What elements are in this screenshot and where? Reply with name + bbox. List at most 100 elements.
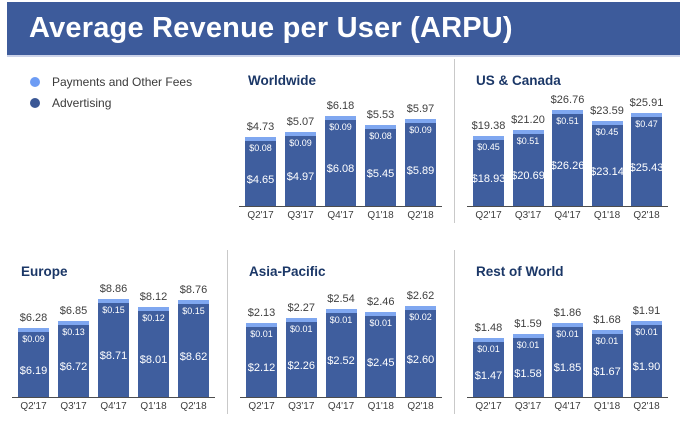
advertising-segment: $0.01 $2.12 bbox=[246, 327, 277, 397]
x-axis-tick-label: Q2'18 bbox=[407, 210, 434, 221]
bar-group: $2.13 $0.01 $2.12 bbox=[246, 307, 277, 397]
advertising-value-label: $1.47 bbox=[474, 369, 503, 382]
advertising-segment: $0.51 $26.26 bbox=[552, 114, 583, 206]
x-axis-tick-label: Q3'17 bbox=[288, 401, 315, 412]
stacked-bar: $0.09 $5.89 bbox=[405, 119, 436, 206]
bar-group: $1.86 $0.01 $1.85 bbox=[552, 307, 583, 397]
bar-group: $2.46 $0.01 $2.45 bbox=[365, 296, 397, 397]
payments-value-label: $0.09 bbox=[329, 122, 352, 132]
advertising-value-label: $8.01 bbox=[139, 354, 168, 366]
advertising-value-label: $2.12 bbox=[247, 362, 276, 374]
chart-plot-area: $6.28 $0.09 $6.19 $6.85 $0.13 $6.72 $8.86 $0.15… bbox=[12, 282, 215, 398]
payments-value-label: $0.45 bbox=[595, 127, 619, 137]
stacked-bar: $0.01 $1.85 bbox=[552, 323, 583, 397]
payments-segment bbox=[246, 323, 277, 327]
advertising-value-label: $2.60 bbox=[406, 353, 435, 366]
payments-segment bbox=[245, 137, 276, 141]
advertising-segment: $0.02 $2.60 bbox=[405, 310, 436, 397]
chart-panel-title: Rest of World bbox=[476, 264, 564, 279]
payments-value-label: $0.02 bbox=[409, 312, 432, 322]
bar-total-label: $2.13 bbox=[247, 307, 276, 319]
bar-total-label: $21.20 bbox=[511, 114, 545, 126]
bar-group: $2.54 $0.01 $2.52 bbox=[325, 293, 357, 397]
x-axis-tick-label: Q2'18 bbox=[180, 401, 207, 412]
advertising-value-label: $8.71 bbox=[99, 350, 128, 362]
payments-color-dot-icon bbox=[30, 77, 40, 87]
x-axis-tick-label: Q1'18 bbox=[140, 401, 167, 412]
advertising-value-label: $2.52 bbox=[327, 355, 355, 367]
advertising-segment: $0.47 $25.43 bbox=[631, 117, 662, 206]
payments-segment bbox=[631, 321, 662, 325]
bar-total-label: $1.91 bbox=[632, 305, 661, 317]
stacked-bar: $0.12 $8.01 bbox=[138, 307, 169, 397]
advertising-segment: $0.09 $6.19 bbox=[18, 332, 49, 397]
chart-panel-title: Worldwide bbox=[248, 73, 317, 88]
payments-value-label: $0.09 bbox=[22, 334, 45, 344]
advertising-segment: $0.13 $6.72 bbox=[58, 325, 89, 397]
page-title: Average Revenue per User (ARPU) bbox=[29, 12, 513, 44]
bar-total-label: $25.91 bbox=[629, 97, 664, 109]
payments-segment bbox=[285, 132, 316, 136]
advertising-value-label: $5.89 bbox=[406, 164, 435, 177]
chart-panel: Asia-Pacific $2.13 $0.01 $2.12 $2.27 $0.01 $2… bbox=[227, 250, 454, 414]
payments-value-label: $0.51 bbox=[556, 116, 579, 126]
advertising-segment: $0.45 $23.14 bbox=[591, 125, 623, 206]
stacked-bar: $0.08 $4.65 bbox=[245, 137, 276, 206]
advertising-segment: $0.01 $2.52 bbox=[325, 313, 357, 397]
x-axis-tick-label: Q1'18 bbox=[593, 210, 621, 221]
bar-group: $4.73 $0.08 $4.65 bbox=[245, 121, 276, 206]
advertising-segment: $0.09 $4.97 bbox=[285, 136, 316, 206]
stacked-bar: $0.15 $8.71 bbox=[98, 299, 129, 397]
bar-total-label: $26.76 bbox=[550, 94, 585, 106]
advertising-segment: $0.01 $1.47 bbox=[473, 342, 504, 397]
payments-segment bbox=[591, 121, 623, 125]
advertising-segment: $0.09 $6.08 bbox=[325, 120, 356, 206]
bar-group: $6.85 $0.13 $6.72 bbox=[58, 305, 89, 397]
bar-group: $2.27 $0.01 $2.26 bbox=[285, 302, 317, 397]
payments-value-label: $0.09 bbox=[409, 125, 432, 135]
payments-value-label: $0.01 bbox=[369, 318, 393, 328]
bar-group: $5.97 $0.09 $5.89 bbox=[405, 103, 436, 206]
x-axis-tick-label: Q2'17 bbox=[248, 401, 275, 412]
payments-value-label: $0.01 bbox=[635, 327, 658, 337]
payments-segment bbox=[552, 323, 583, 327]
x-axis-tick-label: Q1'18 bbox=[593, 401, 621, 412]
advertising-value-label: $6.19 bbox=[19, 364, 48, 377]
payments-segment bbox=[512, 334, 544, 338]
bar-group: $8.12 $0.12 $8.01 bbox=[138, 291, 169, 397]
bar-total-label: $1.59 bbox=[514, 318, 542, 330]
bar-group: $23.59 $0.45 $23.14 bbox=[590, 105, 624, 206]
advertising-segment: $0.15 $8.62 bbox=[178, 304, 209, 397]
bar-total-label: $8.86 bbox=[99, 283, 128, 295]
advertising-value-label: $1.85 bbox=[553, 362, 582, 374]
payments-value-label: $0.01 bbox=[250, 329, 273, 339]
bar-total-label: $6.18 bbox=[326, 100, 355, 112]
x-axis-labels: Q2'17 Q3'17 Q4'17 Q1'18 Q2'18 bbox=[239, 210, 442, 221]
bar-group: $8.76 $0.15 $8.62 bbox=[178, 284, 209, 397]
advertising-value-label: $18.93 bbox=[473, 173, 504, 185]
x-axis-tick-label: Q4'17 bbox=[327, 210, 354, 221]
x-axis-tick-label: Q3'17 bbox=[287, 210, 314, 221]
x-axis-tick-label: Q1'18 bbox=[367, 401, 394, 412]
advertising-value-label: $26.26 bbox=[552, 160, 583, 172]
payments-segment bbox=[325, 116, 356, 120]
payments-segment bbox=[405, 306, 436, 310]
x-axis-tick-label: Q2'17 bbox=[20, 401, 47, 412]
advertising-value-label: $8.62 bbox=[179, 350, 208, 363]
x-axis-tick-label: Q2'18 bbox=[633, 210, 660, 221]
x-axis-labels: Q2'17 Q3'17 Q4'17 Q1'18 Q2'18 bbox=[467, 401, 668, 412]
stacked-bar: $0.01 $1.47 bbox=[473, 338, 504, 397]
payments-value-label: $0.13 bbox=[62, 327, 85, 337]
stacked-bar: $0.51 $26.26 bbox=[552, 110, 583, 206]
x-axis-tick-label: Q4'17 bbox=[554, 401, 581, 412]
bar-group: $2.62 $0.02 $2.60 bbox=[405, 290, 436, 397]
stacked-bar: $0.01 $1.58 bbox=[512, 334, 544, 397]
stacked-bar: $0.01 $2.12 bbox=[246, 323, 277, 397]
bar-total-label: $5.07 bbox=[286, 116, 315, 128]
payments-segment bbox=[473, 136, 504, 140]
bar-total-label: $1.86 bbox=[553, 307, 582, 319]
advertising-value-label: $23.14 bbox=[591, 165, 623, 178]
payments-value-label: $0.01 bbox=[595, 336, 619, 346]
x-axis-tick-label: Q1'18 bbox=[367, 210, 394, 221]
stacked-bar: $0.51 $20.69 bbox=[512, 130, 544, 206]
